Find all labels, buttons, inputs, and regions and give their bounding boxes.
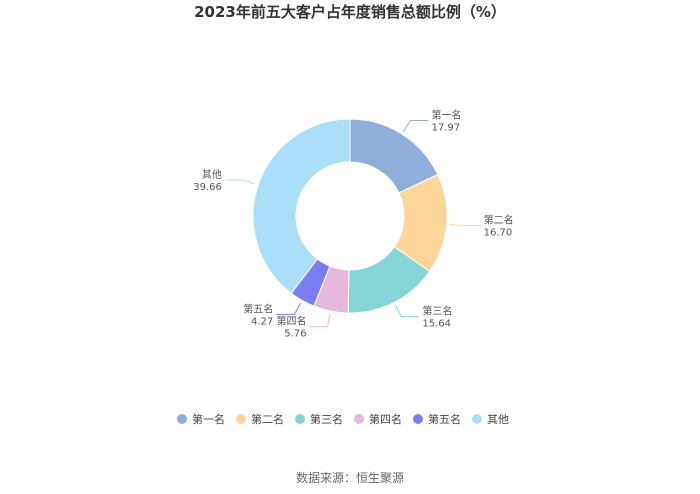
slice-label-value-1: 17.97	[431, 123, 460, 134]
slice-label-name-1: 第一名	[431, 109, 461, 122]
legend-swatch-3	[295, 414, 305, 424]
slice-label-value-2: 16.70	[484, 227, 513, 238]
slice-label-value-3: 15.64	[422, 319, 451, 330]
leader-line-5	[276, 302, 302, 315]
slice-label-name-3: 第三名	[422, 305, 452, 318]
legend-label-6: 其他	[487, 413, 509, 426]
leader-line-4	[309, 313, 331, 328]
leader-line-6	[224, 179, 256, 185]
slice-label-value-6: 39.66	[193, 182, 222, 193]
slice-label-name-2: 第二名	[484, 213, 514, 226]
chart-title: 2023年前五大客户占年度销售总额比例（%）	[194, 3, 506, 21]
slices-group	[252, 118, 448, 314]
slice-label-name-5: 第五名	[243, 302, 273, 315]
legend-swatch-2	[236, 414, 246, 424]
leader-line-1	[403, 120, 429, 132]
leader-line-2	[449, 223, 481, 226]
leader-line-3	[395, 304, 420, 318]
legend-label-5: 第五名	[428, 412, 461, 426]
legend: 第一名 第二名 第三名 第四名 第五名 其他	[177, 412, 509, 426]
slice-6	[252, 118, 351, 294]
legend-label-4: 第四名	[369, 412, 402, 426]
legend-label-2: 第二名	[251, 412, 284, 426]
legend-label-3: 第三名	[310, 412, 343, 426]
legend-swatch-6	[472, 414, 482, 424]
legend-swatch-5	[413, 414, 423, 424]
source-note: 数据来源：恒生聚源	[296, 470, 404, 485]
slice-label-name-4: 第四名	[277, 315, 307, 328]
legend-swatch-4	[354, 414, 364, 424]
slice-label-value-5: 4.27	[251, 316, 273, 327]
legend-label-1: 第一名	[192, 412, 225, 426]
slice-label-name-6: 其他	[202, 168, 222, 181]
slice-label-value-4: 5.76	[284, 329, 306, 340]
legend-swatch-1	[177, 414, 187, 424]
